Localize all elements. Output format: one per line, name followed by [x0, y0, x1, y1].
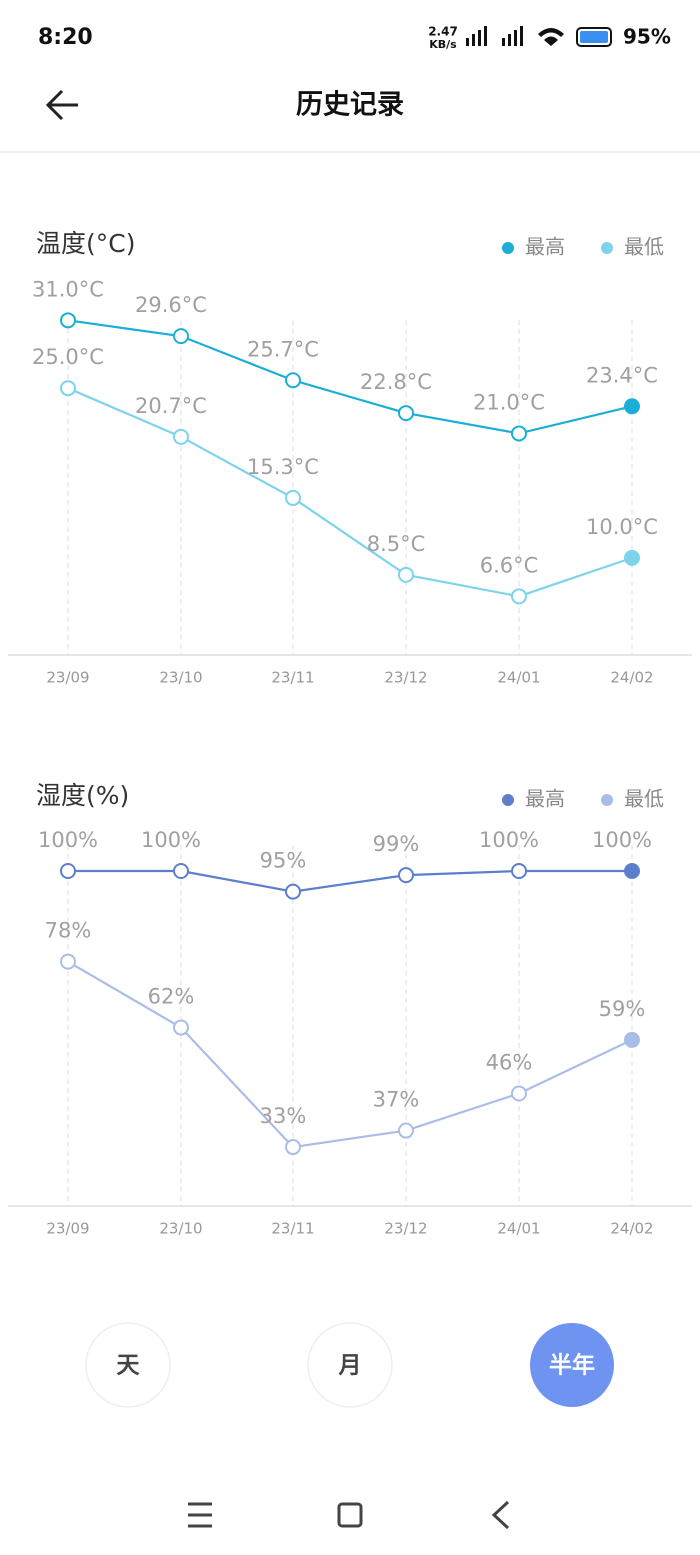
- value-label: 59%: [599, 997, 646, 1021]
- data-point: [398, 405, 414, 422]
- data-point: [60, 953, 76, 970]
- value-label: 100%: [479, 828, 539, 852]
- value-label: 20.7°C: [135, 394, 207, 418]
- status-battery: 95%: [623, 25, 671, 49]
- x-tick-label: 23/12: [384, 1220, 427, 1238]
- value-label: 15.3°C: [247, 455, 319, 479]
- series-line: [67, 387, 633, 598]
- nav-bar: [188, 1500, 510, 1530]
- data-point: [398, 867, 414, 884]
- range-button[interactable]: [530, 1323, 614, 1407]
- value-label: 25.7°C: [247, 337, 319, 361]
- x-tick-label: 23/11: [271, 1220, 314, 1238]
- value-label: 22.8°C: [360, 370, 432, 394]
- value-label: 100%: [38, 828, 98, 852]
- back-button[interactable]: [45, 89, 78, 121]
- data-point: [60, 312, 76, 329]
- series-line: [67, 960, 633, 1149]
- data-point: [398, 1122, 414, 1139]
- value-label: 99%: [373, 832, 420, 856]
- data-point: [624, 398, 640, 415]
- data-point: [285, 883, 301, 900]
- value-label: 6.6°C: [480, 553, 539, 577]
- x-tick-label: 23/12: [384, 669, 427, 687]
- page-title: 历史记录: [296, 90, 404, 121]
- data-point: [624, 1031, 640, 1048]
- data-point: [60, 380, 76, 397]
- range-button-label[interactable]: 月: [338, 1353, 362, 1379]
- series-line: [68, 869, 632, 893]
- data-point: [60, 863, 76, 879]
- x-tick-label: 23/09: [46, 669, 89, 687]
- x-tick-label: 24/01: [497, 669, 540, 687]
- value-label: 100%: [592, 828, 652, 852]
- status-time: 8:20: [38, 25, 93, 50]
- legend-label: 最低: [624, 235, 664, 259]
- range-button[interactable]: [85, 1322, 171, 1408]
- status-speed: 2.47: [428, 25, 458, 39]
- legend-label: 最高: [525, 235, 565, 259]
- nav-back[interactable]: [491, 1500, 510, 1530]
- value-label: 46%: [486, 1050, 533, 1074]
- data-point: [624, 549, 640, 566]
- value-label: 25.0°C: [32, 345, 104, 369]
- data-point: [511, 863, 527, 879]
- legend-label: 最低: [624, 787, 664, 811]
- value-label: 31.0°C: [32, 277, 104, 301]
- range-button-label[interactable]: 半年: [549, 1352, 595, 1379]
- data-point: [285, 489, 301, 506]
- x-tick-label: 24/01: [497, 1220, 540, 1238]
- value-label: 8.5°C: [367, 532, 426, 556]
- value-label: 78%: [45, 919, 92, 943]
- value-label: 21.0°C: [473, 390, 545, 414]
- value-label: 62%: [148, 985, 195, 1009]
- x-tick-label: 23/09: [46, 1220, 89, 1238]
- value-label: 23.4°C: [586, 363, 658, 387]
- data-point: [624, 863, 640, 879]
- value-label: 33%: [260, 1104, 307, 1128]
- range-button[interactable]: [307, 1322, 393, 1408]
- legend-dot: [502, 794, 514, 806]
- value-label: 37%: [373, 1088, 420, 1112]
- data-point: [173, 1019, 189, 1036]
- series-line: [67, 319, 633, 435]
- data-point: [285, 1139, 301, 1156]
- chart-title: 湿度(%): [36, 781, 129, 810]
- chart-title: 温度(°C): [36, 229, 135, 258]
- x-tick-label: 23/10: [159, 669, 202, 687]
- nav-menu[interactable]: [188, 1502, 212, 1528]
- x-tick-label: 23/11: [271, 669, 314, 687]
- data-point: [511, 1085, 527, 1102]
- x-tick-label: 24/02: [610, 1220, 653, 1238]
- range-button-label[interactable]: 天: [117, 1353, 141, 1379]
- battery-level: [580, 31, 608, 43]
- value-label: 29.6°C: [135, 293, 207, 317]
- x-tick-label: 24/02: [610, 669, 653, 687]
- data-point: [173, 863, 189, 879]
- value-label: 10.0°C: [586, 515, 658, 539]
- legend-dot: [601, 242, 613, 254]
- data-point: [511, 425, 527, 442]
- legend-dot: [502, 242, 514, 254]
- data-point: [285, 372, 301, 389]
- value-label: 100%: [141, 828, 201, 852]
- legend-dot: [601, 794, 613, 806]
- signal-icons: [466, 26, 564, 46]
- legend-label: 最高: [525, 787, 565, 811]
- battery-icon: [576, 27, 612, 47]
- data-point: [173, 428, 189, 445]
- status-speed-unit: KB/s: [429, 38, 457, 51]
- value-label: 95%: [260, 849, 307, 873]
- data-point: [511, 588, 527, 605]
- nav-home[interactable]: [337, 1502, 363, 1528]
- x-tick-label: 23/10: [159, 1220, 202, 1238]
- data-point: [398, 566, 414, 583]
- data-point: [173, 328, 189, 345]
